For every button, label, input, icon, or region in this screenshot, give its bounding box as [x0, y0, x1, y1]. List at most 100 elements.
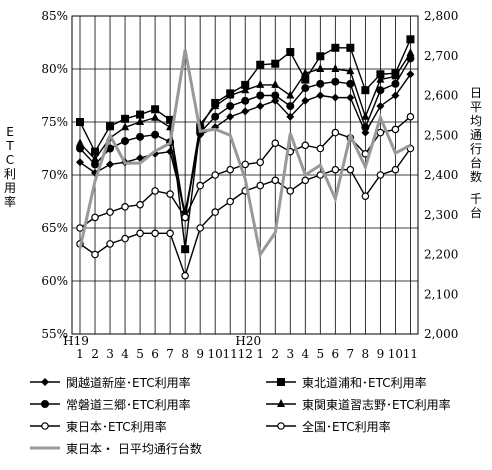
open-circle-marker-icon [30, 422, 60, 430]
x-tick-label: 7 [347, 347, 355, 361]
left-tick-label: 70% [41, 168, 68, 182]
legend-marker [277, 422, 285, 430]
data-point [376, 171, 385, 179]
data-point [151, 229, 159, 238]
legend-item: 常磐道三郷･ETC利用率 [28, 394, 191, 414]
left-tick-label: 55% [41, 327, 68, 341]
data-point [106, 144, 115, 153]
data-point [256, 102, 265, 111]
x-tick-label: 4 [301, 347, 309, 361]
x-tick-label: 3 [106, 347, 114, 361]
legend-marker [41, 400, 49, 408]
data-point [391, 91, 400, 100]
data-point [136, 117, 145, 125]
data-point [391, 71, 400, 80]
plot-frame [71, 15, 419, 335]
data-point [91, 154, 100, 163]
data-point [331, 64, 340, 72]
legend: 関越道新座･ETC利用率 東北道浦和･ETC利用率 常磐道三郷･ETC利用率 東… [28, 368, 488, 464]
left-tick-label: 65% [41, 221, 68, 235]
data-point [106, 160, 115, 169]
data-point [121, 114, 130, 123]
data-point [331, 128, 340, 137]
data-point [121, 137, 130, 146]
data-point [196, 181, 204, 190]
square-marker-icon [266, 378, 296, 386]
data-point [346, 165, 355, 174]
data-point [226, 197, 234, 206]
data-point [361, 192, 370, 201]
x-tick-label: 11 [403, 347, 418, 361]
data-point [361, 86, 370, 95]
data-point [136, 132, 145, 141]
legend-item: 関越道新座･ETC利用率 [28, 372, 191, 392]
data-point [286, 90, 295, 99]
data-point [301, 75, 310, 84]
data-point [301, 68, 310, 77]
x-tick-label: 8 [362, 347, 370, 361]
data-point [376, 86, 385, 95]
data-point [271, 176, 280, 185]
right-axis-label: 日平均通行台数 千台 [469, 86, 482, 220]
data-point [376, 74, 385, 83]
x-tick-label: 1 [76, 347, 84, 361]
data-point [391, 79, 400, 88]
data-point [241, 85, 250, 94]
data-point [181, 213, 189, 222]
data-point [91, 147, 100, 156]
right-tick-label: 2,800 [424, 9, 458, 23]
data-point [391, 125, 400, 134]
right-tick-label: 2,400 [424, 168, 458, 182]
data-point [241, 80, 250, 89]
left-axis-ticks: 55% 60% 65% 70% 75% 80% 85% [41, 9, 68, 341]
x-tick-label: 5 [136, 347, 144, 361]
data-point [271, 79, 280, 88]
data-point [256, 181, 265, 190]
data-point [226, 102, 235, 111]
legend-item: 東日本･ETC利用率 [28, 416, 167, 436]
data-point [76, 118, 84, 126]
data-point [106, 122, 115, 131]
data-point [346, 79, 355, 88]
right-tick-label: 2,000 [424, 327, 458, 341]
series-line [78, 49, 412, 259]
x-tick-label: 7 [166, 347, 174, 361]
data-point [211, 208, 219, 216]
data-point [316, 79, 325, 88]
data-point [331, 165, 340, 174]
data-point [241, 96, 250, 105]
right-tick-label: 2,500 [424, 128, 458, 142]
data-point [361, 111, 370, 120]
x-tick-label: 2 [91, 347, 99, 361]
data-point [91, 250, 99, 259]
legend-marker [277, 378, 285, 386]
left-tick-label: 75% [41, 115, 68, 129]
left-tick-label: 60% [41, 274, 68, 288]
x-tick-label: 8 [181, 347, 189, 361]
data-point [256, 79, 265, 88]
data-point [211, 171, 219, 179]
data-point [346, 66, 355, 75]
data-point [316, 144, 325, 153]
data-point [406, 112, 415, 121]
data-point [271, 139, 280, 148]
diamond-marker-icon [30, 378, 60, 386]
data-point [271, 91, 280, 100]
data-point [286, 102, 295, 111]
data-point [301, 96, 310, 105]
x-tick-label: 6 [332, 347, 340, 361]
legend-item: 全国･ETC利用率 [264, 416, 391, 436]
data-point [136, 229, 144, 238]
data-point [211, 101, 220, 110]
data-point [121, 203, 129, 211]
data-point [136, 110, 145, 119]
plot-border [71, 15, 419, 335]
data-point [226, 112, 235, 121]
data-point [91, 213, 99, 222]
legend-marker [277, 399, 285, 407]
data-point [226, 90, 235, 99]
x-tick-label: 6 [151, 347, 159, 361]
